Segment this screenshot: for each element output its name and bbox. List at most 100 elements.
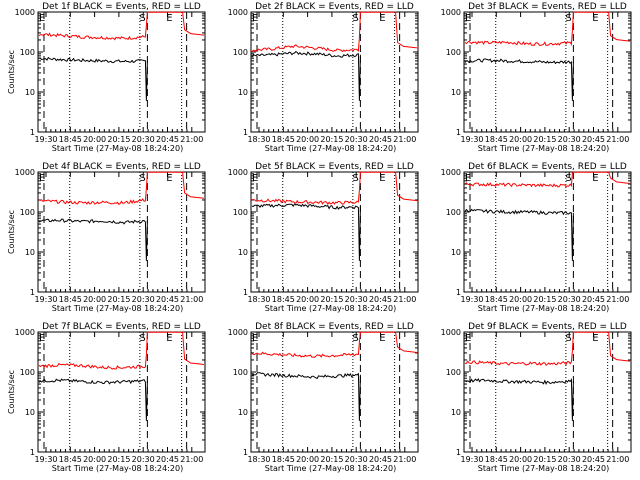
x-tick-label: 20:15 — [107, 135, 130, 144]
marker-E: E — [379, 333, 385, 344]
y-tick-label: 100 — [233, 48, 248, 57]
y-tick-label: 1000 — [15, 168, 35, 177]
y-tick-label: 1 — [243, 128, 248, 137]
marker-E: E — [379, 173, 385, 184]
y-tick-label: 1000 — [228, 168, 248, 177]
y-axis-label: Counts/sec — [7, 210, 16, 254]
y-tick-label: 100 — [20, 48, 35, 57]
x-tick-label: 19:30 — [34, 455, 57, 464]
y-tick-label: 1 — [456, 288, 461, 297]
x-axis-label: Start Time (27-May-08 18:24:20) — [52, 304, 183, 313]
x-tick-label: 21:00 — [606, 295, 629, 304]
plot-frame — [250, 171, 419, 293]
y-tick-label: 1000 — [228, 328, 248, 337]
x-tick-label: 19:30 — [34, 295, 57, 304]
y-tick-label: 1 — [456, 128, 461, 137]
x-tick-label: 20:15 — [533, 295, 556, 304]
marker-E-start: E — [252, 173, 258, 184]
plot-title: Det 9f BLACK = Events, RED = LLD — [468, 322, 627, 332]
plot-title: Det 3f BLACK = Events, RED = LLD — [468, 2, 627, 12]
x-tick-label: 20:00 — [509, 455, 532, 464]
detector-plot-7: Det 7f BLACK = Events, RED = LLD 1 10 100 10… — [7, 322, 206, 473]
x-tick-label: 18:45 — [272, 455, 295, 464]
x-tick-label: 21:00 — [393, 455, 416, 464]
x-axis-label: Start Time (27-May-08 18:24:20) — [265, 464, 396, 473]
y-tick-label: 100 — [233, 368, 248, 377]
x-tick-label: 18:30 — [247, 135, 270, 144]
x-tick-label: 18:30 — [247, 295, 270, 304]
marker-S: S — [565, 173, 571, 184]
x-tick-label: 20:45 — [582, 295, 605, 304]
x-axis-label: Start Time (27-May-08 18:24:20) — [265, 144, 396, 153]
events-series-line — [251, 50, 361, 101]
y-tick-label: 1 — [243, 288, 248, 297]
plot-frame — [463, 331, 632, 453]
y-axis-label: Counts/sec — [7, 50, 16, 94]
marker-S: S — [565, 13, 571, 24]
y-tick-label: 10 — [451, 88, 461, 97]
x-tick-label: 20:00 — [296, 295, 319, 304]
marker-E-start: E — [465, 333, 471, 344]
y-tick-label: 1000 — [441, 328, 461, 337]
y-tick-label: 1 — [30, 128, 35, 137]
x-tick-label: 20:00 — [509, 295, 532, 304]
y-tick-label: 1000 — [441, 8, 461, 17]
y-tick-label: 100 — [446, 48, 461, 57]
y-tick-label: 100 — [20, 208, 35, 217]
y-tick-label: 10 — [238, 248, 248, 257]
y-axis-label: Counts/sec — [7, 370, 16, 414]
x-tick-label: 20:30 — [345, 135, 368, 144]
plot-frame — [250, 11, 419, 133]
events-series-line — [464, 58, 574, 101]
x-tick-label: 21:00 — [393, 135, 416, 144]
x-tick-label: 18:45 — [272, 135, 295, 144]
y-tick-label: 10 — [451, 408, 461, 417]
x-tick-label: 20:00 — [509, 135, 532, 144]
y-tick-label: 100 — [446, 208, 461, 217]
plot-frame — [250, 331, 419, 453]
plot-title: Det 7f BLACK = Events, RED = LLD — [42, 322, 201, 332]
x-tick-label: 20:15 — [107, 455, 130, 464]
x-axis-label: Start Time (27-May-08 18:24:20) — [265, 304, 396, 313]
marker-E-start: E — [252, 13, 258, 24]
marker-S: S — [139, 173, 145, 184]
x-tick-label: 20:30 — [558, 455, 581, 464]
y-tick-label: 10 — [238, 408, 248, 417]
x-tick-label: 21:00 — [180, 135, 203, 144]
x-tick-label: 20:45 — [369, 455, 392, 464]
y-tick-label: 10 — [25, 408, 35, 417]
plot-frame — [463, 11, 632, 133]
lld-series-line — [38, 171, 205, 205]
marker-E: E — [592, 333, 598, 344]
lld-series-line — [464, 11, 631, 47]
detector-plot-1: Det 1f BLACK = Events, RED = LLD 1 10 100 10… — [7, 2, 206, 153]
x-tick-label: 20:00 — [83, 295, 106, 304]
x-tick-label: 20:45 — [156, 455, 179, 464]
x-tick-label: 20:15 — [533, 135, 556, 144]
marker-S: S — [352, 173, 358, 184]
detector-plot-9: Det 9f BLACK = Events, RED = LLD 1 10 100 10… — [441, 322, 632, 473]
x-tick-label: 18:45 — [59, 135, 82, 144]
y-tick-label: 100 — [233, 208, 248, 217]
plot-title: Det 8f BLACK = Events, RED = LLD — [255, 322, 414, 332]
events-series-line — [464, 378, 574, 421]
x-tick-label: 18:45 — [272, 295, 295, 304]
marker-S: S — [139, 13, 145, 24]
x-tick-label: 21:00 — [180, 455, 203, 464]
plot-title: Det 2f BLACK = Events, RED = LLD — [255, 2, 414, 12]
events-series-line — [251, 372, 361, 421]
lld-series-line — [464, 171, 631, 188]
plot-frame — [37, 331, 206, 453]
detector-plot-6: Det 6f BLACK = Events, RED = LLD 1 10 100 10… — [441, 162, 632, 313]
x-tick-label: 21:00 — [606, 455, 629, 464]
events-series-line — [38, 56, 148, 101]
y-tick-label: 1 — [30, 288, 35, 297]
x-axis-label: Start Time (27-May-08 18:24:20) — [478, 144, 609, 153]
lld-series-line — [38, 11, 205, 41]
y-tick-label: 1 — [30, 448, 35, 457]
marker-E: E — [379, 13, 385, 24]
x-tick-label: 20:45 — [156, 295, 179, 304]
marker-E: E — [166, 173, 172, 184]
events-series-line — [464, 208, 574, 261]
